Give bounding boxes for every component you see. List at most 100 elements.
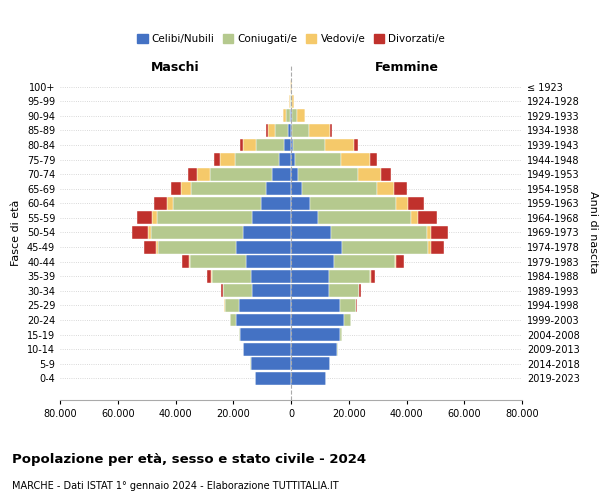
- Bar: [331, 226, 427, 239]
- Bar: [334, 256, 395, 268]
- Bar: [292, 124, 310, 137]
- Bar: [358, 168, 382, 180]
- Bar: [244, 226, 291, 239]
- Bar: [284, 138, 291, 151]
- Bar: [291, 328, 340, 341]
- Bar: [223, 284, 252, 298]
- Bar: [344, 314, 351, 326]
- Bar: [310, 197, 397, 209]
- Bar: [411, 212, 418, 224]
- Bar: [137, 212, 152, 224]
- Bar: [152, 212, 157, 224]
- Bar: [132, 226, 148, 239]
- Bar: [310, 124, 329, 137]
- Bar: [431, 226, 448, 239]
- Bar: [244, 138, 256, 151]
- Bar: [241, 328, 291, 341]
- Bar: [377, 182, 394, 195]
- Bar: [382, 168, 391, 180]
- Bar: [291, 256, 334, 268]
- Bar: [239, 299, 291, 312]
- Bar: [292, 95, 294, 108]
- Bar: [291, 138, 293, 151]
- Bar: [291, 358, 330, 370]
- Bar: [157, 212, 252, 224]
- Bar: [298, 168, 358, 180]
- Bar: [291, 95, 292, 108]
- Bar: [173, 197, 260, 209]
- Bar: [290, 110, 291, 122]
- Bar: [275, 124, 288, 137]
- Bar: [260, 197, 291, 209]
- Bar: [291, 270, 329, 282]
- Bar: [255, 372, 291, 385]
- Bar: [224, 299, 239, 312]
- Bar: [206, 270, 211, 282]
- Bar: [397, 256, 404, 268]
- Bar: [145, 240, 156, 254]
- Bar: [148, 226, 151, 239]
- Bar: [295, 153, 341, 166]
- Bar: [252, 284, 291, 298]
- Bar: [286, 110, 290, 122]
- Bar: [329, 270, 370, 282]
- Legend: Celibi/Nubili, Coniugati/e, Vedovi/e, Divorzati/e: Celibi/Nubili, Coniugati/e, Vedovi/e, Di…: [133, 30, 449, 48]
- Bar: [288, 124, 291, 137]
- Bar: [197, 168, 210, 180]
- Bar: [291, 124, 292, 137]
- Text: MARCHE - Dati ISTAT 1° gennaio 2024 - Elaborazione TUTTITALIA.IT: MARCHE - Dati ISTAT 1° gennaio 2024 - El…: [12, 481, 338, 491]
- Bar: [291, 284, 329, 298]
- Bar: [266, 124, 268, 137]
- Bar: [319, 212, 411, 224]
- Bar: [246, 256, 291, 268]
- Bar: [329, 124, 332, 137]
- Bar: [230, 314, 236, 326]
- Bar: [252, 212, 291, 224]
- Bar: [291, 197, 310, 209]
- Bar: [291, 168, 298, 180]
- Bar: [325, 138, 354, 151]
- Bar: [395, 256, 397, 268]
- Bar: [418, 212, 437, 224]
- Bar: [283, 110, 286, 122]
- Bar: [244, 343, 291, 355]
- Text: Popolazione per età, sesso e stato civile - 2024: Popolazione per età, sesso e stato civil…: [12, 452, 366, 466]
- Bar: [291, 343, 337, 355]
- Bar: [291, 212, 319, 224]
- Bar: [291, 153, 295, 166]
- Bar: [340, 328, 342, 341]
- Bar: [340, 299, 356, 312]
- Bar: [371, 270, 376, 282]
- Bar: [190, 256, 246, 268]
- Bar: [291, 372, 326, 385]
- Bar: [291, 299, 340, 312]
- Bar: [171, 182, 181, 195]
- Bar: [268, 124, 275, 137]
- Bar: [156, 240, 158, 254]
- Bar: [291, 226, 331, 239]
- Y-axis label: Fasce di età: Fasce di età: [11, 200, 21, 266]
- Bar: [214, 153, 220, 166]
- Bar: [167, 197, 173, 209]
- Bar: [341, 240, 428, 254]
- Bar: [188, 168, 197, 180]
- Bar: [236, 240, 291, 254]
- Bar: [266, 182, 291, 195]
- Bar: [181, 182, 191, 195]
- Bar: [240, 138, 244, 151]
- Bar: [236, 314, 291, 326]
- Bar: [251, 358, 291, 370]
- Bar: [239, 328, 241, 341]
- Bar: [359, 284, 361, 298]
- Bar: [154, 197, 167, 209]
- Bar: [291, 240, 341, 254]
- Bar: [397, 197, 408, 209]
- Bar: [212, 270, 251, 282]
- Bar: [408, 197, 424, 209]
- Bar: [158, 240, 236, 254]
- Bar: [370, 153, 377, 166]
- Bar: [394, 182, 407, 195]
- Bar: [298, 110, 305, 122]
- Bar: [356, 299, 357, 312]
- Bar: [291, 314, 344, 326]
